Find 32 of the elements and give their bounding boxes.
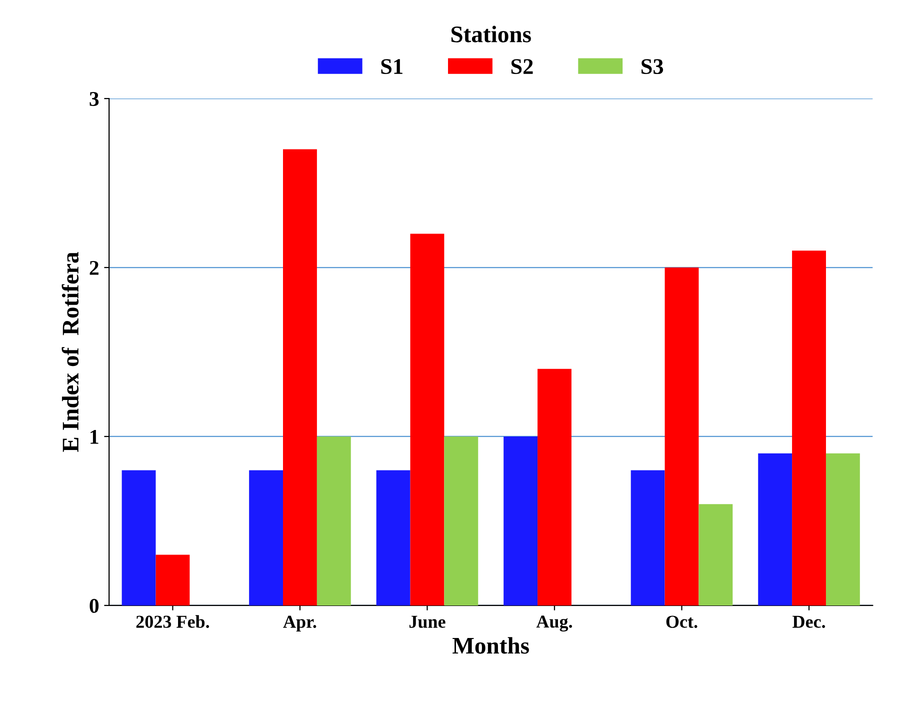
x-tick-label: Aug. [536,616,572,632]
x-tick-label: June [409,616,446,628]
bar [122,470,156,606]
bar [826,453,860,606]
bar [283,149,317,606]
bar [504,436,538,606]
x-tick-label: Dec. [792,616,826,628]
y-tick-label: 0 [90,598,99,613]
y-axis-title: E Index of Rotifera [62,252,79,452]
bar [249,470,283,606]
bar [630,470,665,606]
bar [664,268,699,606]
bar [316,436,351,606]
x-axis-title: Months [452,637,529,654]
x-tick-label: 2023 Feb. [136,615,210,628]
bar [538,368,572,606]
x-tick-label: Apr. [283,616,316,632]
bar [156,554,190,606]
bar [376,470,410,606]
y-tick-label: 2 [90,260,98,275]
bar [444,436,478,606]
legend-label: S2 [511,59,533,74]
bar [698,504,733,606]
y-tick-label: 1 [90,430,98,444]
legend-label: S1 [381,59,402,74]
y-tick-label: 3 [90,92,99,106]
x-tick-label: Oct. [666,616,698,628]
bar [758,453,792,606]
bar [410,234,444,606]
legend-title: Stations [451,26,531,42]
bar [792,250,826,606]
legend-label: S3 [642,59,664,74]
